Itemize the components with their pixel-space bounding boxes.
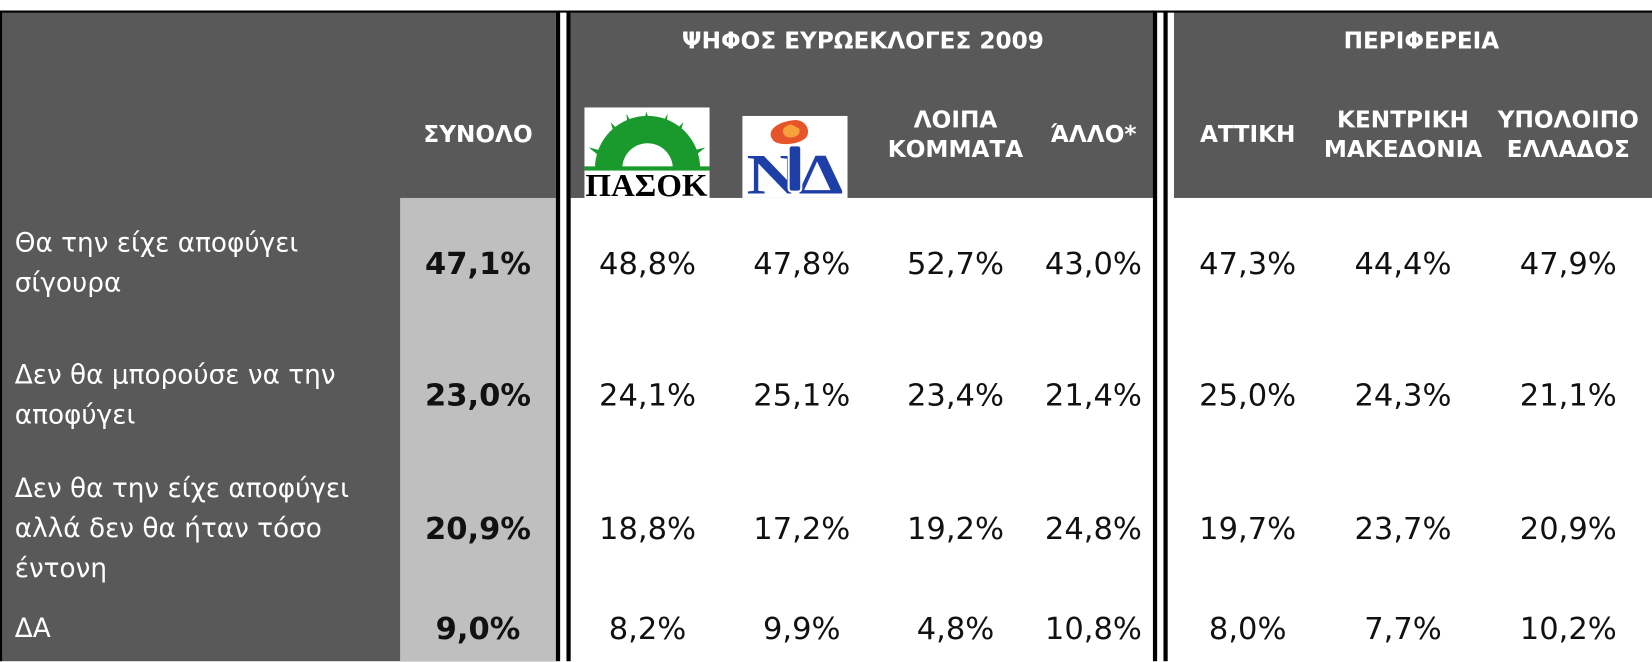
- cell-value: 23,4%: [906, 376, 1005, 413]
- cell-value: 21,1%: [1519, 376, 1617, 413]
- cell-value: 48,8%: [599, 245, 697, 282]
- column-header: ΛΟΙΠΑ ΚΟΜΜΑΤΑ: [887, 107, 1024, 164]
- cell-value: 9,9%: [762, 610, 841, 646]
- total-value: 23,0%: [425, 376, 531, 413]
- cell-value: 21,4%: [1044, 376, 1142, 413]
- cell-value: 7,7%: [1364, 610, 1442, 646]
- column-header: ΚΕΝΤΡΙΚΗ ΜΑΚΕΔΟΝΙΑ: [1323, 107, 1483, 164]
- total-value: 20,9%: [425, 510, 531, 546]
- row-label: Θα την είχε αποφύγει σίγουρα: [14, 227, 299, 298]
- cell-value: 4,8%: [916, 610, 995, 646]
- cell-value: 52,7%: [906, 245, 1005, 282]
- cell-value: 8,0%: [1208, 610, 1287, 646]
- cell-value: 24,8%: [1044, 510, 1142, 546]
- border: [0, 10, 1652, 13]
- logo-text: ΠΑΣΟΚ: [585, 168, 708, 198]
- cell-value: 10,2%: [1519, 610, 1617, 646]
- cell-value: 47,9%: [1519, 245, 1617, 282]
- cell-value: 19,7%: [1199, 510, 1297, 546]
- header-bg: [1173, 10, 1652, 198]
- pasok-logo: ΠΑΣΟΚ: [584, 107, 710, 198]
- cell-value: 43,0%: [1044, 245, 1142, 282]
- cell-value: 24,1%: [599, 376, 697, 413]
- border: [0, 10, 3, 662]
- cell-value: 47,3%: [1199, 245, 1297, 282]
- total-value: 9,0%: [435, 610, 521, 646]
- cell-value: 17,2%: [753, 510, 851, 546]
- cell-value: 10,8%: [1044, 610, 1142, 646]
- column-header: ΣΥΝΟΛΟ: [423, 122, 533, 149]
- cell-value: 25,1%: [753, 376, 851, 413]
- row-label: ΔΑ: [14, 612, 51, 643]
- row-label: Δεν θα την είχε αποφύγει αλλά δεν θα ήτα…: [14, 472, 350, 583]
- group-header: ΨΗΦΟΣ ΕΥΡΩΕΚΛΟΓΕΣ 2009: [681, 28, 1044, 55]
- cell-value: 8,2%: [608, 610, 687, 646]
- cell-value: 20,9%: [1519, 510, 1617, 546]
- divider: [1163, 10, 1168, 662]
- cell-value: 18,8%: [599, 510, 697, 546]
- cell-value: 23,7%: [1354, 510, 1452, 546]
- column-header: ΑΤΤΙΚΗ: [1199, 122, 1296, 149]
- cell-value: 44,4%: [1354, 245, 1452, 282]
- total-value: 47,1%: [425, 245, 531, 282]
- column-header: ΆΛΛΟ*: [1050, 122, 1137, 149]
- column-header: ΥΠΟΛΟΙΠΟ ΕΛΛΑΔΟΣ: [1497, 107, 1639, 164]
- cell-value: 24,3%: [1354, 376, 1452, 413]
- divider: [1152, 10, 1158, 662]
- total-bg: [400, 197, 556, 662]
- row-label: Δεν θα μπορούσε να την αποφύγει: [14, 359, 336, 430]
- cell-value: 19,2%: [906, 510, 1005, 546]
- group-header: ΠΕΡΙΦΕΡΕΙΑ: [1343, 28, 1500, 55]
- cell-value: 47,8%: [753, 245, 851, 282]
- nd-logo: ΝΔ: [742, 115, 848, 198]
- divider: [566, 10, 571, 662]
- divider: [555, 10, 561, 662]
- cell-value: 25,0%: [1199, 376, 1297, 413]
